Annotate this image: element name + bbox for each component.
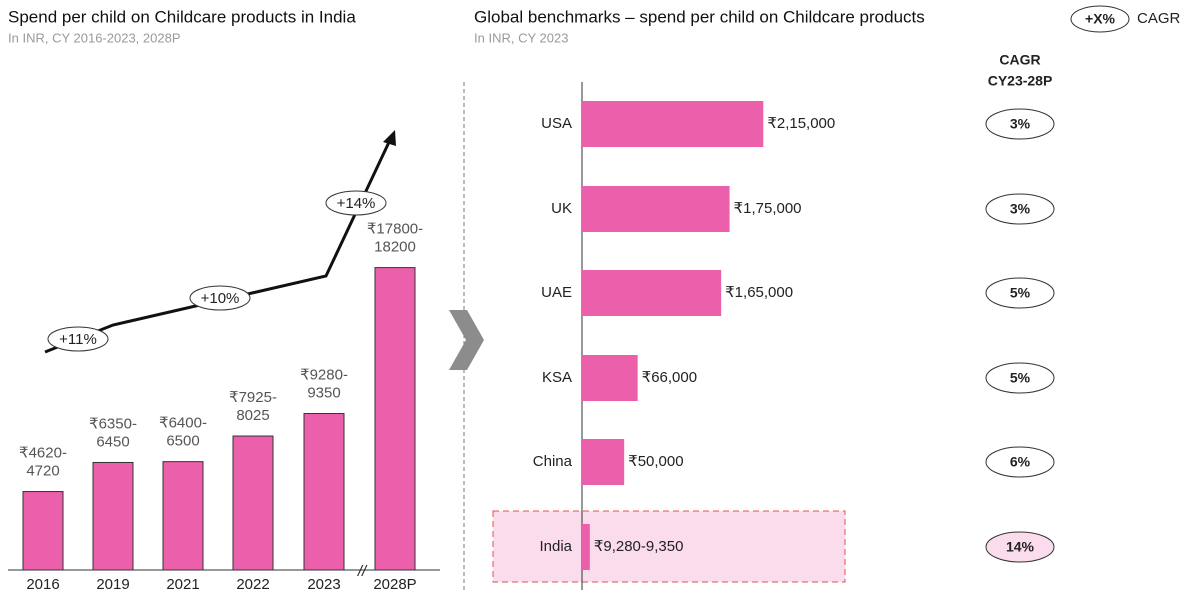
value-label: 4720 <box>26 463 59 480</box>
bar <box>92 461 134 571</box>
growth-bubble <box>47 326 109 352</box>
value-label: ₹9,280-9,350 <box>594 538 684 555</box>
cagr-label: 5% <box>1010 285 1031 301</box>
right-subtitle: In INR, CY 2023 <box>474 30 568 45</box>
value-label: ₹66,000 <box>642 369 697 386</box>
x-tick-label: 2019 <box>96 576 129 593</box>
value-label: ₹9280- <box>300 366 348 383</box>
growth-label: +10% <box>201 290 240 307</box>
growth-bubble <box>189 285 251 311</box>
bar <box>374 267 416 571</box>
cagr-bubble <box>985 531 1055 563</box>
cagr-label: 5% <box>1010 370 1031 386</box>
value-label: 6450 <box>96 433 129 450</box>
cagr-label: 3% <box>1010 116 1031 132</box>
highlight-box <box>492 510 846 583</box>
legend-symbol-bubble <box>1070 5 1130 33</box>
trend-arrow <box>44 139 392 354</box>
x-tick-label: 2023 <box>307 576 340 593</box>
arrow-head <box>383 130 396 146</box>
value-label: 9350 <box>307 384 340 401</box>
x-tick-label: 2021 <box>166 576 199 593</box>
value-label: ₹1,65,000 <box>725 284 793 301</box>
cagr-bubble <box>985 362 1055 394</box>
cagr-label: 3% <box>1010 201 1031 217</box>
y-tick-label: UAE <box>541 284 572 301</box>
cagr-header: CAGR <box>999 52 1040 68</box>
left-subtitle: In INR, CY 2016-2023, 2028P <box>8 30 181 45</box>
y-tick-label: KSA <box>542 369 572 386</box>
value-label: 6500 <box>166 433 199 450</box>
y-tick-label: USA <box>541 115 572 132</box>
cagr-header: CY23-28P <box>988 73 1053 89</box>
bar <box>162 461 204 571</box>
value-label: ₹17800- <box>367 221 423 238</box>
chevron <box>449 310 484 370</box>
cagr-bubble <box>985 277 1055 309</box>
bar <box>582 439 625 485</box>
bar <box>303 413 345 571</box>
bar <box>582 101 764 147</box>
value-label: ₹50,000 <box>628 453 683 470</box>
x-tick-label: 2022 <box>236 576 269 593</box>
legend-text: CAGR <box>1137 10 1181 27</box>
value-label: 18200 <box>374 239 416 256</box>
value-label: ₹6350- <box>89 415 137 432</box>
value-label: ₹6400- <box>159 415 207 432</box>
axis-break: // <box>357 563 368 580</box>
right-title: Global benchmarks – spend per child on C… <box>474 7 925 26</box>
bar <box>22 491 64 571</box>
value-label: ₹7925- <box>229 389 277 406</box>
bar <box>582 524 590 570</box>
y-tick-label: UK <box>551 200 572 217</box>
cagr-label: 6% <box>1010 454 1031 470</box>
x-tick-label: 2016 <box>26 576 59 593</box>
left-title: Spend per child on Childcare products in… <box>8 7 356 26</box>
bar <box>232 435 274 571</box>
growth-label: +14% <box>337 195 376 212</box>
cagr-bubble <box>985 446 1055 478</box>
cagr-bubble <box>985 193 1055 225</box>
cagr-label: 14% <box>1006 539 1035 555</box>
y-tick-label: China <box>533 453 573 470</box>
growth-label: +11% <box>59 331 97 348</box>
bar <box>582 270 722 316</box>
growth-bubble <box>325 190 387 216</box>
value-label: ₹1,75,000 <box>734 200 802 217</box>
y-tick-label: India <box>539 538 572 555</box>
value-label: 8025 <box>236 407 269 424</box>
bar <box>582 186 730 232</box>
value-label: ₹2,15,000 <box>767 115 835 132</box>
x-tick-label: 2028P <box>373 576 416 593</box>
bar <box>582 355 638 401</box>
value-label: ₹4620- <box>19 445 67 462</box>
cagr-bubble <box>985 108 1055 140</box>
legend-symbol: +X% <box>1085 11 1116 27</box>
